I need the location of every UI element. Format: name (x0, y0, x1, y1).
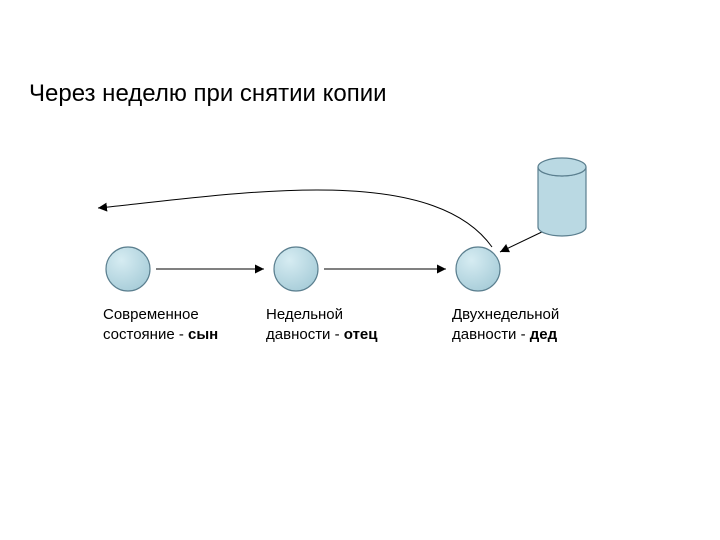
node-ded (456, 247, 500, 291)
node-label-ded: Двухнедельнойдавности - дед (452, 305, 559, 344)
cylinder-body (538, 167, 586, 236)
node-son (106, 247, 150, 291)
edge-3 (98, 190, 492, 247)
node-label-father: Недельнойдавности - отец (266, 305, 377, 344)
node-label-son: Современноесостояние - сын (103, 305, 218, 344)
cylinder-top (538, 158, 586, 176)
node-father (274, 247, 318, 291)
slide-title: Через неделю при снятии копии (29, 80, 387, 108)
edge-2 (500, 230, 546, 252)
